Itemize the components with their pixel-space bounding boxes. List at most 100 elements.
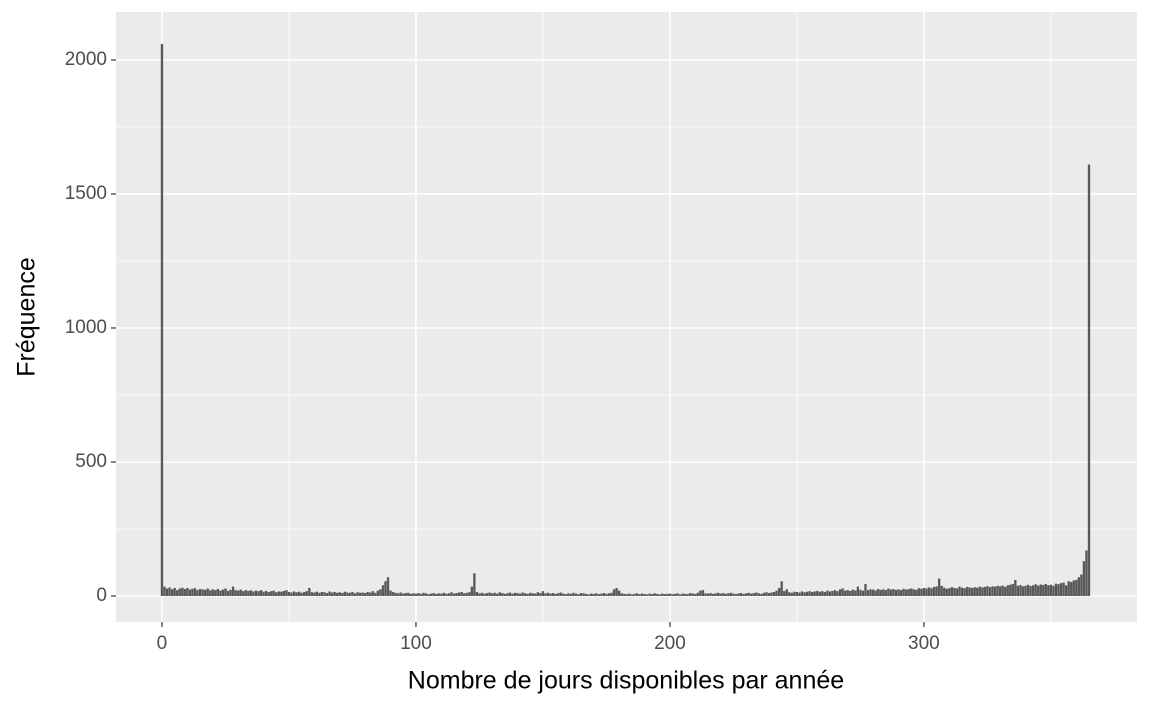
y-tick-label: 500 bbox=[75, 451, 107, 472]
y-tick-label: 2000 bbox=[65, 49, 107, 70]
bar bbox=[1029, 586, 1032, 597]
bar bbox=[379, 589, 382, 597]
bar bbox=[277, 591, 280, 597]
bar bbox=[483, 593, 486, 597]
bar bbox=[615, 587, 618, 597]
bar bbox=[788, 592, 791, 597]
bar bbox=[704, 593, 707, 597]
bar bbox=[800, 591, 804, 597]
bar bbox=[529, 592, 532, 597]
bar bbox=[318, 592, 321, 597]
bar bbox=[699, 590, 702, 597]
bar bbox=[1004, 586, 1007, 597]
bar bbox=[770, 592, 773, 597]
bar bbox=[1037, 585, 1040, 597]
bar bbox=[526, 593, 529, 597]
bar bbox=[209, 590, 212, 597]
bar bbox=[427, 594, 430, 597]
bar bbox=[234, 590, 237, 597]
bar bbox=[1009, 584, 1012, 597]
bar bbox=[803, 592, 806, 597]
bar bbox=[325, 593, 329, 597]
bar bbox=[810, 591, 814, 597]
bar bbox=[981, 587, 984, 597]
bar bbox=[841, 588, 844, 597]
bar bbox=[1072, 580, 1075, 597]
bar bbox=[775, 590, 778, 597]
bar bbox=[343, 591, 347, 597]
bar bbox=[970, 587, 974, 597]
bar bbox=[617, 590, 621, 597]
bar bbox=[930, 588, 933, 597]
bar bbox=[983, 586, 987, 597]
bar bbox=[1044, 583, 1047, 597]
bar bbox=[242, 591, 245, 597]
bar bbox=[623, 593, 626, 597]
bar bbox=[1042, 585, 1045, 597]
bar bbox=[1016, 585, 1020, 597]
bar bbox=[308, 587, 311, 597]
bar bbox=[948, 588, 951, 597]
bar bbox=[521, 592, 524, 597]
bar bbox=[866, 590, 870, 597]
bar bbox=[1034, 584, 1037, 597]
bar bbox=[330, 592, 334, 597]
bar bbox=[257, 591, 260, 597]
bar bbox=[181, 587, 184, 597]
bar bbox=[739, 593, 743, 597]
bar bbox=[386, 577, 390, 597]
bar bbox=[1059, 583, 1063, 597]
bar bbox=[191, 588, 194, 597]
bar bbox=[752, 593, 755, 597]
bar bbox=[1082, 561, 1086, 597]
bar bbox=[511, 593, 514, 597]
bar bbox=[419, 593, 423, 597]
bar bbox=[447, 593, 451, 597]
bar bbox=[369, 592, 372, 597]
bar bbox=[986, 586, 989, 597]
bar bbox=[203, 589, 207, 597]
bar bbox=[1024, 585, 1027, 597]
bar bbox=[988, 587, 992, 597]
bar bbox=[485, 593, 489, 597]
bar bbox=[297, 591, 301, 597]
bar bbox=[201, 589, 204, 597]
bar bbox=[445, 593, 448, 597]
bar bbox=[206, 588, 209, 597]
bar bbox=[821, 591, 824, 597]
bar bbox=[610, 592, 613, 597]
bar bbox=[170, 589, 174, 597]
bar bbox=[338, 592, 341, 597]
bar bbox=[833, 590, 837, 597]
bar bbox=[501, 593, 504, 597]
bar bbox=[717, 592, 720, 597]
bar bbox=[333, 591, 336, 597]
bar bbox=[557, 593, 560, 597]
bar bbox=[1085, 550, 1088, 597]
bar bbox=[828, 591, 832, 597]
bar bbox=[320, 591, 324, 597]
bar bbox=[960, 587, 964, 597]
bar bbox=[633, 593, 636, 597]
bar bbox=[757, 593, 760, 597]
bar bbox=[678, 594, 682, 597]
bar bbox=[536, 592, 540, 597]
bar bbox=[188, 589, 192, 597]
bar bbox=[473, 573, 476, 597]
x-axis-title: Nombre de jours disponibles par année bbox=[408, 667, 844, 695]
bar bbox=[577, 594, 580, 597]
bar bbox=[818, 591, 821, 597]
bar bbox=[244, 590, 247, 597]
bar bbox=[468, 592, 471, 597]
bar bbox=[666, 593, 669, 597]
bar bbox=[864, 583, 867, 597]
bar bbox=[656, 593, 659, 597]
bar bbox=[724, 593, 727, 597]
bar bbox=[798, 592, 801, 597]
bar bbox=[993, 586, 997, 597]
x-tick-label: 100 bbox=[400, 633, 432, 654]
bar bbox=[290, 592, 293, 597]
bar bbox=[762, 592, 766, 597]
bar bbox=[607, 593, 611, 597]
